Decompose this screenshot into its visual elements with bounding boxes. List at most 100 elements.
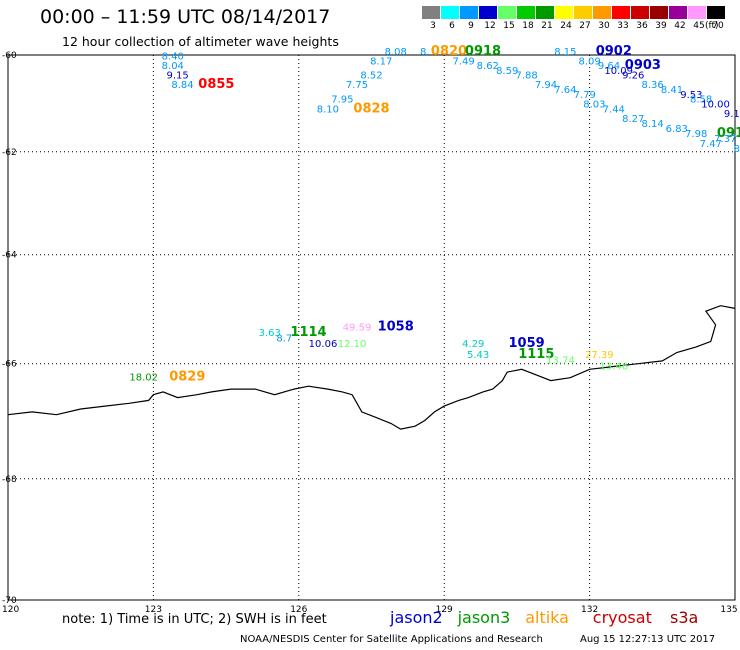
legend-label: 30 (598, 21, 610, 31)
latitude-tick-label: -66 (2, 360, 17, 370)
wave-height-label: 8.40 (162, 52, 184, 63)
legend-label: 45 (693, 21, 705, 31)
page-title: 00:00 – 11:59 UTC 08/14/2017 (40, 6, 331, 28)
pass-time-label: 0829 (169, 370, 205, 385)
satellite-name: jason3 (457, 608, 511, 627)
legend-swatch (536, 6, 554, 19)
wave-height-label: 6.83 (666, 124, 688, 135)
legend-label: 27 (579, 21, 591, 31)
legend-label: 24 (560, 21, 572, 31)
legend-swatch (441, 6, 459, 19)
legend-label: 15 (503, 21, 515, 31)
coastline (7, 305, 736, 430)
pass-time-label: 0820 (431, 44, 467, 59)
latitude-tick-label: -64 (2, 251, 17, 261)
wave-height-label: 8.7 (276, 333, 292, 344)
wave-height-label: 18.02 (129, 373, 158, 384)
wave-height-label: 9.64 (598, 61, 620, 72)
wave-height-label: 7.44 (603, 104, 625, 115)
wave-height-label: 8.15 (554, 47, 576, 58)
wave-height-label: 8.59 (496, 66, 518, 77)
legend-swatch (669, 6, 687, 19)
legend-swatch (593, 6, 611, 19)
wave-height-label: 7.98 (685, 129, 707, 140)
pass-time-label: 0903 (625, 58, 661, 73)
wave-height-label: 27.39 (585, 350, 614, 361)
axis-ticks: 120 123 126 129 132 135 -60 -62 -64 -66 -68 -70 (2, 51, 738, 615)
wave-height-label: 10.00 (701, 100, 730, 111)
map-frame (7, 54, 736, 601)
pass-time-label: 0902 (596, 44, 632, 59)
legend-swatch (707, 6, 725, 19)
latitude-tick-label: -60 (2, 51, 17, 61)
wave-height-label: 10.06 (309, 339, 338, 350)
pass-time-label: 0918 (465, 44, 501, 59)
wave-height-label: 8.41 (661, 85, 683, 96)
wave-height-label: 7.47 (700, 139, 722, 150)
wave-height-label: 8.10 (317, 104, 339, 115)
satellite-name: altika (525, 608, 569, 627)
satellite-name: jason2 (390, 608, 443, 627)
wave-height-label: 9.14 (724, 109, 740, 120)
wave-height-label: 8.27 (622, 114, 644, 125)
legend-label: 36 (636, 21, 648, 31)
wave-height-label: 8.08 (385, 47, 407, 58)
legend-label: 42 (674, 21, 686, 31)
legend-swatch (574, 6, 592, 19)
wave-height-label: 9.26 (622, 71, 644, 82)
wave-height-label: 8.60 (734, 144, 740, 155)
legend-swatch (631, 6, 649, 19)
pass-time-label: 1058 (378, 319, 414, 334)
legend-label: 18 (522, 21, 534, 31)
wave-height-label: 4.29 (462, 339, 484, 350)
wave-height-label: 13.74 (546, 356, 575, 367)
longitude-tick-label: 132 (581, 605, 598, 615)
legend-label: 70 (712, 21, 724, 31)
wave-height-label: 8.04 (162, 61, 184, 72)
wave-height-label: 8.14 (641, 119, 663, 130)
wave-height-label: 7.37 (714, 134, 736, 145)
wave-height-label: 9.15 (166, 71, 188, 82)
wave-height-label: 7.79 (574, 90, 596, 101)
pass-time-label: 1059 (509, 336, 545, 351)
wave-height-label: 9.53 (680, 90, 702, 101)
wave-height-label: 3.63 (259, 328, 281, 339)
longitude-tick-label: 123 (145, 605, 162, 615)
wave-height-label: 8.03 (583, 100, 605, 111)
longitude-tick-label: 120 (2, 605, 19, 615)
wave-height-label: 8. (420, 47, 430, 58)
pass-time-label: 1114 (290, 325, 326, 340)
pass-time-label: 0855 (198, 77, 234, 92)
timestamp: Aug 15 12:27:13 UTC 2017 (580, 634, 716, 645)
legend-swatch (479, 6, 497, 19)
legend-swatch (460, 6, 478, 19)
wave-height-label: 7.95 (331, 95, 353, 106)
wave-height-label: 8.58 (690, 95, 712, 106)
legend-swatch (612, 6, 630, 19)
latitude-tick-label: -68 (2, 475, 17, 485)
legend-swatch (498, 6, 516, 19)
latitude-tick-label: -62 (2, 148, 17, 158)
legend-swatch (422, 6, 440, 19)
wave-height-label: 8.84 (171, 80, 193, 91)
graticule (7, 54, 736, 601)
wave-height-label: 7.94 (535, 80, 557, 91)
legend-swatch (555, 6, 573, 19)
legend-label: 12 (484, 21, 496, 31)
credit-text: NOAA/NESDIS Center for Satellite Applica… (240, 634, 543, 645)
longitude-tick-label: 135 (720, 605, 737, 615)
wave-height-label: 7.88 (515, 71, 537, 82)
legend-label: 21 (541, 21, 553, 31)
legend-label: 33 (617, 21, 629, 31)
note-text: note: 1) Time is in UTC; 2) SWH is in fe… (62, 612, 327, 627)
legend-swatch (517, 6, 535, 19)
longitude-tick-label: 129 (436, 605, 453, 615)
wave-height-label: 7.49 (452, 56, 474, 67)
pass-time-label: 0919 (717, 126, 740, 141)
wave-height-label: 12.10 (338, 339, 367, 350)
wave-height-label: 10.09 (604, 66, 633, 77)
wave-height-label: 13.46 (599, 361, 628, 372)
legend-label: 3 (430, 21, 436, 31)
